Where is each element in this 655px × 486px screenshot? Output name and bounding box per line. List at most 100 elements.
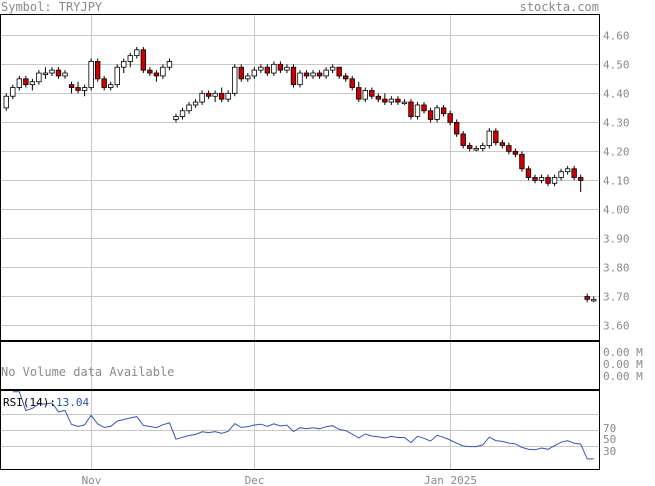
candle bbox=[571, 165, 577, 181]
candle bbox=[323, 67, 329, 79]
price-tick-label: 4.20 bbox=[603, 146, 630, 159]
candle bbox=[199, 90, 205, 105]
candle-body bbox=[251, 69, 257, 77]
candle bbox=[245, 73, 251, 82]
candle bbox=[356, 81, 362, 103]
candle bbox=[179, 107, 186, 120]
x-tick-label: Jan 2025 bbox=[424, 474, 477, 486]
candle bbox=[434, 104, 440, 123]
price-tick-label: 3.80 bbox=[603, 262, 630, 275]
candle bbox=[62, 70, 68, 79]
candle-body bbox=[264, 66, 271, 74]
candle bbox=[591, 296, 597, 303]
candle-body bbox=[3, 95, 9, 109]
candle bbox=[460, 131, 466, 149]
candle bbox=[453, 119, 460, 137]
candle bbox=[349, 75, 355, 91]
candle bbox=[36, 70, 42, 85]
candle-body bbox=[49, 69, 55, 74]
candle bbox=[147, 67, 153, 76]
candle bbox=[271, 61, 277, 76]
candle bbox=[343, 73, 349, 82]
candle-body bbox=[480, 145, 486, 149]
candle-body bbox=[68, 84, 75, 88]
candle bbox=[23, 75, 29, 88]
volume-grid bbox=[91, 342, 451, 389]
candle bbox=[329, 64, 336, 74]
candle bbox=[395, 96, 401, 105]
candle bbox=[114, 64, 120, 88]
candle bbox=[81, 84, 88, 97]
candle-body bbox=[408, 101, 414, 117]
candle bbox=[16, 75, 23, 91]
candle-body bbox=[532, 177, 538, 181]
candle bbox=[421, 102, 427, 114]
rsi-label: RSI(14): bbox=[3, 396, 56, 409]
price-tick-label: 3.70 bbox=[603, 291, 630, 304]
candle bbox=[388, 96, 395, 105]
price-tick-label: 4.30 bbox=[603, 117, 630, 130]
candle bbox=[127, 52, 133, 68]
candle bbox=[512, 148, 519, 158]
candle bbox=[551, 174, 558, 187]
candle bbox=[369, 87, 375, 100]
rsi-grid bbox=[1, 391, 599, 469]
price-tick-label: 4.60 bbox=[603, 30, 630, 43]
symbol-label: Symbol: TRYJPY bbox=[1, 0, 103, 14]
candle-body bbox=[121, 61, 127, 68]
candle bbox=[3, 93, 9, 111]
candle bbox=[310, 70, 316, 79]
candle bbox=[382, 93, 388, 105]
candle-body bbox=[81, 87, 88, 91]
candle-body bbox=[467, 145, 473, 149]
candle-body bbox=[427, 110, 434, 120]
price-tick-label: 3.90 bbox=[603, 233, 630, 246]
candle bbox=[153, 70, 160, 82]
candle-body bbox=[192, 101, 199, 106]
candle-body bbox=[258, 66, 264, 71]
candle-body bbox=[36, 72, 42, 83]
candle bbox=[88, 58, 94, 91]
candle-body bbox=[166, 61, 173, 68]
candle bbox=[427, 107, 434, 123]
candle-body bbox=[199, 92, 205, 103]
candle bbox=[205, 90, 212, 100]
price-tick-label: 4.40 bbox=[603, 88, 630, 101]
candle bbox=[414, 102, 421, 120]
candle-body bbox=[545, 177, 551, 184]
candle bbox=[10, 84, 16, 100]
rsi-tick-50: 50 bbox=[603, 433, 616, 446]
candle bbox=[101, 75, 107, 91]
candle-body bbox=[356, 87, 362, 100]
candle-body bbox=[336, 66, 342, 77]
rsi-line bbox=[12, 391, 594, 460]
candle bbox=[212, 90, 218, 103]
candle-body bbox=[473, 148, 479, 151]
candle bbox=[166, 58, 173, 71]
candle-body bbox=[369, 90, 375, 97]
price-tick-label: 4.00 bbox=[603, 204, 630, 217]
candle bbox=[218, 87, 225, 103]
candle-body bbox=[323, 69, 329, 77]
candle bbox=[68, 81, 75, 94]
candle bbox=[401, 99, 408, 105]
candle bbox=[577, 174, 584, 193]
candle bbox=[336, 66, 342, 79]
candle-body bbox=[55, 69, 62, 77]
candle bbox=[186, 102, 192, 114]
candle bbox=[297, 70, 303, 88]
candle-body bbox=[591, 298, 597, 302]
candle bbox=[284, 64, 290, 74]
candle-body bbox=[42, 72, 49, 75]
candle-body bbox=[153, 72, 160, 77]
candle-body bbox=[382, 98, 388, 103]
candle bbox=[55, 67, 62, 79]
candle bbox=[440, 104, 447, 117]
candle-body bbox=[558, 171, 564, 178]
candle-body bbox=[499, 142, 506, 146]
candle-body bbox=[114, 66, 120, 86]
candle-body bbox=[493, 130, 499, 144]
candle-body bbox=[62, 72, 68, 77]
